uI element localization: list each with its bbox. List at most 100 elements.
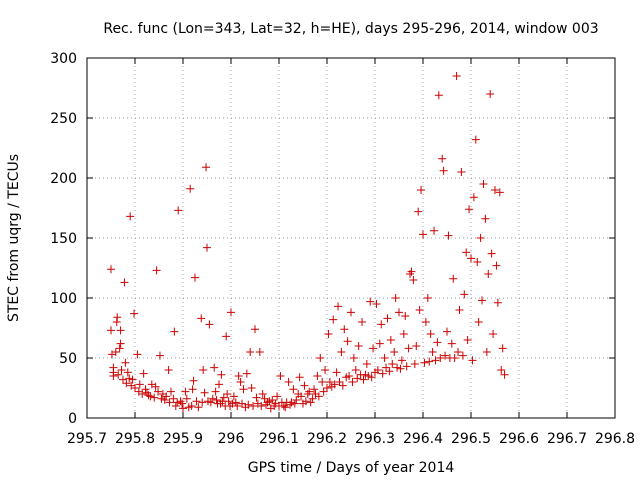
data-point — [329, 315, 338, 324]
data-point — [181, 387, 190, 396]
data-point — [251, 325, 259, 334]
data-point — [386, 336, 395, 344]
grid — [87, 58, 615, 418]
data-point — [126, 212, 135, 221]
y-tick-label: 50 — [59, 351, 77, 367]
data-point — [467, 254, 475, 263]
data-point — [343, 337, 352, 346]
data-point — [111, 348, 120, 356]
data-point — [200, 388, 209, 397]
data-point — [273, 392, 282, 401]
data-point — [244, 400, 253, 409]
data-point — [284, 378, 293, 386]
data-point — [420, 358, 429, 367]
data-point — [128, 375, 137, 384]
x-tick-label: 296.5 — [451, 431, 491, 447]
data-point — [165, 398, 174, 407]
data-point — [162, 392, 171, 401]
data-point — [222, 332, 231, 341]
data-point — [314, 392, 323, 401]
data-point — [231, 398, 240, 407]
data-point — [433, 338, 442, 347]
data-point — [255, 348, 264, 356]
data-point — [487, 249, 496, 258]
data-point — [223, 390, 232, 398]
data-point — [393, 363, 402, 372]
data-point — [217, 370, 226, 379]
data-point — [318, 378, 327, 386]
x-axis-label: GPS time / Days of year 2014 — [248, 460, 455, 476]
data-point — [498, 344, 507, 353]
data-point — [430, 226, 439, 235]
data-point — [170, 327, 179, 336]
x-tick-label: 296.8 — [595, 431, 635, 447]
data-point — [242, 369, 251, 378]
data-point — [202, 163, 211, 172]
data-point — [325, 378, 334, 386]
data-point — [473, 258, 482, 266]
data-point — [497, 366, 506, 374]
data-point — [289, 385, 298, 394]
data-point — [495, 188, 504, 197]
data-point — [319, 387, 328, 396]
data-point — [396, 364, 405, 373]
data-point — [447, 339, 456, 348]
data-points — [107, 72, 509, 413]
chart-title: Rec. func (Lon=343, Lat=32, h=HE), days … — [103, 21, 598, 37]
data-point — [397, 356, 406, 365]
data-point — [310, 385, 319, 394]
data-point — [340, 325, 349, 334]
data-point — [353, 374, 362, 383]
data-point — [425, 357, 434, 366]
data-point — [347, 308, 355, 317]
data-point — [337, 348, 346, 356]
data-point — [308, 394, 317, 403]
data-point — [116, 339, 125, 348]
data-point — [167, 387, 175, 396]
data-point — [463, 336, 472, 344]
data-point — [354, 342, 363, 350]
data-point — [382, 363, 391, 372]
x-tick-label: 296.1 — [259, 431, 299, 447]
data-point — [324, 330, 333, 338]
data-point — [449, 274, 458, 283]
data-point — [187, 402, 196, 410]
data-point — [484, 270, 493, 278]
data-point — [197, 314, 206, 323]
data-point — [123, 368, 132, 377]
data-point — [238, 399, 247, 408]
data-point — [481, 214, 490, 223]
data-point — [415, 306, 424, 314]
data-point — [330, 380, 339, 389]
data-point — [316, 354, 325, 362]
x-tick-label: 296.2 — [307, 431, 347, 447]
data-point — [306, 398, 315, 407]
data-point — [252, 393, 261, 402]
x-tick-label: 295.8 — [115, 431, 155, 447]
data-point — [334, 302, 343, 311]
data-point — [281, 403, 290, 412]
data-point — [407, 267, 416, 276]
data-point — [500, 370, 509, 379]
data-point — [150, 393, 159, 402]
x-tick-label: 296.6 — [499, 431, 539, 447]
data-point — [290, 399, 299, 408]
data-point — [169, 394, 178, 403]
data-point — [462, 248, 471, 257]
data-point — [117, 366, 126, 374]
data-point — [249, 402, 258, 410]
data-point — [287, 398, 296, 407]
data-point — [468, 356, 477, 365]
data-point — [410, 360, 419, 368]
x-tick-label: 296.7 — [547, 431, 587, 447]
data-point — [239, 385, 248, 394]
data-point — [471, 135, 480, 144]
data-point — [493, 298, 502, 307]
data-point — [419, 230, 427, 239]
axis-ticks: 295.7 295.8 295.9 296 296.1 296.2 296.3 296.4 29… — [50, 51, 635, 447]
data-point — [212, 396, 221, 404]
data-point — [186, 184, 195, 193]
data-point — [358, 318, 367, 326]
data-point — [133, 350, 142, 359]
data-point — [199, 366, 208, 374]
